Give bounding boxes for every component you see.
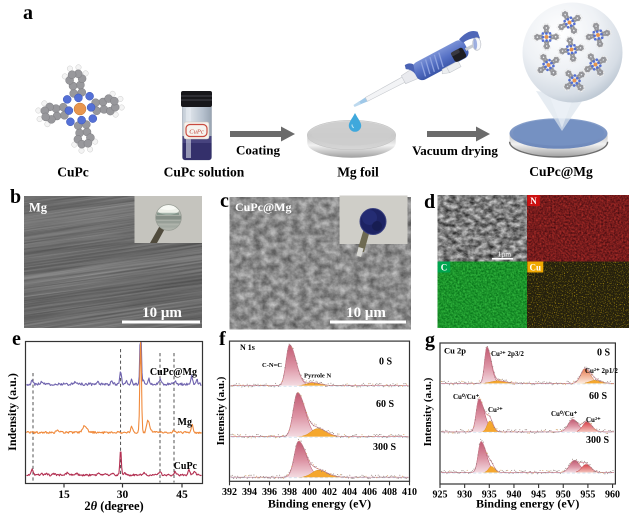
svg-text:Indensity (a.u.): Indensity (a.u.) — [5, 373, 19, 451]
svg-text:402: 402 — [322, 487, 337, 498]
svg-text:Intensity (a.u.): Intensity (a.u.) — [215, 376, 227, 445]
svg-text:955: 955 — [580, 490, 595, 501]
svg-text:10 μm: 10 μm — [346, 305, 386, 321]
svg-text:0 S: 0 S — [379, 357, 393, 368]
svg-text:Binding energy (eV): Binding energy (eV) — [476, 497, 579, 511]
svg-text:Vacuum drying: Vacuum drying — [412, 143, 498, 158]
svg-text:Cu⁰/Cu⁺: Cu⁰/Cu⁺ — [551, 410, 578, 418]
svg-text:400: 400 — [302, 487, 317, 498]
svg-text:930: 930 — [457, 490, 472, 501]
svg-text:935: 935 — [482, 490, 497, 501]
svg-text:e: e — [12, 328, 21, 350]
svg-text:f: f — [219, 328, 226, 350]
svg-text:300 S: 300 S — [373, 442, 397, 453]
svg-text:404: 404 — [342, 487, 357, 498]
svg-text:C: C — [441, 263, 448, 273]
svg-text:396: 396 — [262, 487, 277, 498]
svg-text:30: 30 — [117, 489, 129, 501]
svg-text:Cu⁰/Cu⁺: Cu⁰/Cu⁺ — [453, 393, 480, 401]
svg-text:N: N — [530, 196, 537, 206]
svg-text:Cu²⁺: Cu²⁺ — [488, 406, 503, 414]
svg-text:d: d — [424, 191, 435, 213]
svg-text:394: 394 — [242, 487, 257, 498]
svg-text:1μm: 1μm — [498, 250, 512, 259]
svg-text:CuPc: CuPc — [189, 129, 204, 136]
svg-text:CuPc: CuPc — [174, 461, 198, 472]
svg-text:398: 398 — [282, 487, 297, 498]
svg-text:Cu: Cu — [530, 263, 542, 273]
svg-text:15: 15 — [58, 489, 70, 501]
svg-text:0 S: 0 S — [597, 348, 611, 359]
svg-text:Binding energy (eV): Binding energy (eV) — [268, 497, 371, 511]
svg-text:Cu 2p: Cu 2p — [444, 346, 466, 356]
svg-text:Mg: Mg — [29, 201, 48, 215]
svg-text:Cu²⁺ 2p3/2: Cu²⁺ 2p3/2 — [491, 350, 524, 358]
svg-text:C-N=C: C-N=C — [262, 362, 282, 369]
svg-text:CuPc@Mg: CuPc@Mg — [150, 367, 197, 378]
svg-text:392: 392 — [222, 487, 237, 498]
svg-text:10 μm: 10 μm — [142, 305, 182, 321]
svg-text:Pyrrole N: Pyrrole N — [304, 373, 331, 380]
svg-text:CuPc: CuPc — [57, 165, 89, 180]
svg-text:406: 406 — [362, 487, 377, 498]
svg-text:CuPc solution: CuPc solution — [164, 165, 245, 180]
svg-text:b: b — [10, 186, 21, 208]
svg-text:300 S: 300 S — [586, 435, 610, 446]
svg-text:a: a — [23, 2, 33, 24]
svg-text:960: 960 — [605, 490, 620, 501]
svg-text:c: c — [220, 190, 229, 212]
svg-text:Intensity (a.u.): Intensity (a.u.) — [422, 377, 434, 446]
svg-text:Mg foil: Mg foil — [337, 165, 379, 180]
svg-text:Mg: Mg — [178, 417, 192, 428]
svg-text:945: 945 — [531, 490, 546, 501]
svg-text:60 S: 60 S — [589, 391, 608, 402]
svg-text:408: 408 — [382, 487, 397, 498]
svg-text:2θ (degree): 2θ (degree) — [84, 499, 143, 513]
svg-text:950: 950 — [556, 490, 571, 501]
svg-text:940: 940 — [506, 490, 521, 501]
svg-text:45: 45 — [176, 489, 188, 501]
svg-text:Coating: Coating — [236, 143, 281, 158]
svg-text:Cu²⁺ 2p1/2: Cu²⁺ 2p1/2 — [585, 367, 618, 375]
svg-text:N 1s: N 1s — [240, 343, 255, 352]
svg-text:410: 410 — [402, 487, 417, 498]
svg-text:CuPc@Mg: CuPc@Mg — [529, 164, 593, 179]
svg-text:925: 925 — [433, 490, 448, 501]
svg-text:CuPc@Mg: CuPc@Mg — [235, 200, 291, 214]
svg-text:g: g — [425, 329, 435, 351]
svg-text:60 S: 60 S — [376, 399, 395, 410]
svg-text:Cu²⁺: Cu²⁺ — [586, 416, 601, 424]
